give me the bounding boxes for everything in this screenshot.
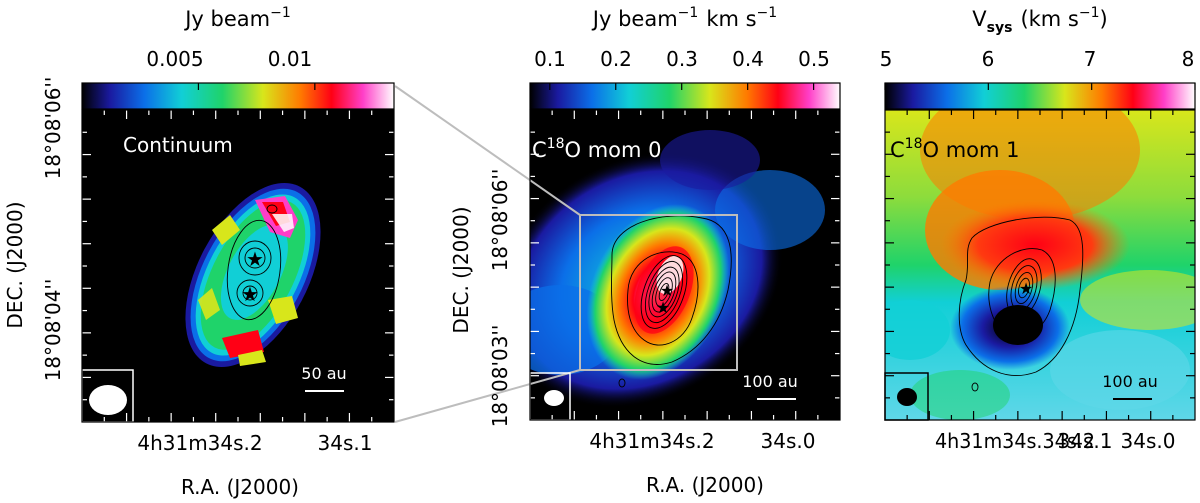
colorbar-mom0 <box>529 82 841 110</box>
axis-tick-y: 18°08'04'' <box>41 279 65 382</box>
colorbar-tick-label: 0.4 <box>732 47 764 71</box>
zoom-box <box>579 214 738 371</box>
axis-tick-x: 34s.1 <box>318 431 373 455</box>
colorbar-ticks <box>197 83 316 90</box>
axis-label-y: DEC. (J2000) <box>449 206 473 333</box>
colorbar-title-mom1: Vsys (km s−1) <box>972 5 1107 36</box>
colorbar-tick-label: 6 <box>982 47 995 71</box>
axis-tick-x: 4h31m34s.34s.2 <box>935 429 1095 453</box>
star-marker: ★ <box>660 281 674 300</box>
frame-ticks-continuum <box>82 110 394 422</box>
contours-mom0 <box>611 215 732 388</box>
colorbar-tick-label: 0.2 <box>600 47 632 71</box>
colorbar-tick-label: 0.005 <box>146 47 203 71</box>
axis-label-x: R.A. (J2000) <box>646 473 764 497</box>
colorbar-tick-label: 0.01 <box>268 47 313 71</box>
axis-label-y: DEC. (J2000) <box>3 201 27 328</box>
star-marker: ★ <box>246 247 264 271</box>
panel-mom1: 5 6 7 8 Vsys (km s−1) ★ C18O mom 1 <box>880 5 1196 453</box>
svg-text:50 au: 50 au <box>301 364 346 383</box>
colorbar-ticks <box>549 83 815 90</box>
zoom-line <box>394 85 581 216</box>
axis-label-x: R.A. (J2000) <box>181 475 299 499</box>
colorbar-tick-label: 7 <box>1084 47 1097 71</box>
axis-tick-x: 4h31m34s.2 <box>589 429 714 453</box>
star-marker: ★ <box>656 298 670 317</box>
axis-tick-x: 34s.1 <box>1058 429 1113 453</box>
panel-label-continuum: Continuum <box>123 133 233 157</box>
frame-ticks-mom1 <box>885 110 1195 420</box>
panel-mom0: 0.1 0.2 0.3 0.4 0.5 Jy beam−1 km s−1 ★ <box>394 5 841 497</box>
svg-text:100 au: 100 au <box>1102 372 1158 391</box>
colorbar-tick-label: 0.3 <box>666 47 698 71</box>
scalebar-mom1: 100 au <box>1102 372 1158 400</box>
scalebar-continuum: 50 au <box>301 364 347 392</box>
colorbar-tick-label: 0.1 <box>534 47 566 71</box>
axis-tick-x: 4h31m34s.2 <box>137 431 262 455</box>
svg-text:100 au: 100 au <box>742 372 798 391</box>
star-marker: ★ <box>241 282 259 306</box>
contours-mom1 <box>958 216 1084 392</box>
colorbar-tick-label: 5 <box>880 47 893 71</box>
panel-label-mom0: C18O mom 0 <box>532 136 662 162</box>
axis-tick-x: 34s.0 <box>761 429 816 453</box>
contours-continuum <box>226 204 282 321</box>
colorbar-title-continuum: Jy beam−1 <box>183 5 291 31</box>
colorbar-mom1 <box>884 82 1196 110</box>
panel-label-mom1: C18O mom 1 <box>890 136 1020 162</box>
axis-tick-y: 18°08'03'' <box>488 325 512 428</box>
axis-tick-x: 34s.0 <box>1121 429 1176 453</box>
star-marker: ★ <box>1019 279 1033 298</box>
colorbar-tick-label: 8 <box>1182 47 1195 71</box>
axis-tick-y: 18°08'06'' <box>488 169 512 272</box>
colorbar-ticks <box>884 83 1196 90</box>
colorbar-continuum <box>81 82 395 110</box>
frame-ticks-mom0 <box>530 110 840 420</box>
colorbar-title-mom0: Jy beam−1 km s−1 <box>591 5 777 31</box>
axis-tick-y: 18°08'06'' <box>41 77 65 180</box>
zoom-line <box>394 369 581 423</box>
colorbar-tick-label: 0.5 <box>798 47 830 71</box>
scalebar-mom0: 100 au <box>742 372 798 400</box>
mom1-image <box>885 110 1195 420</box>
panel-continuum: 0.005 0.01 Jy beam−1 <box>3 5 395 499</box>
